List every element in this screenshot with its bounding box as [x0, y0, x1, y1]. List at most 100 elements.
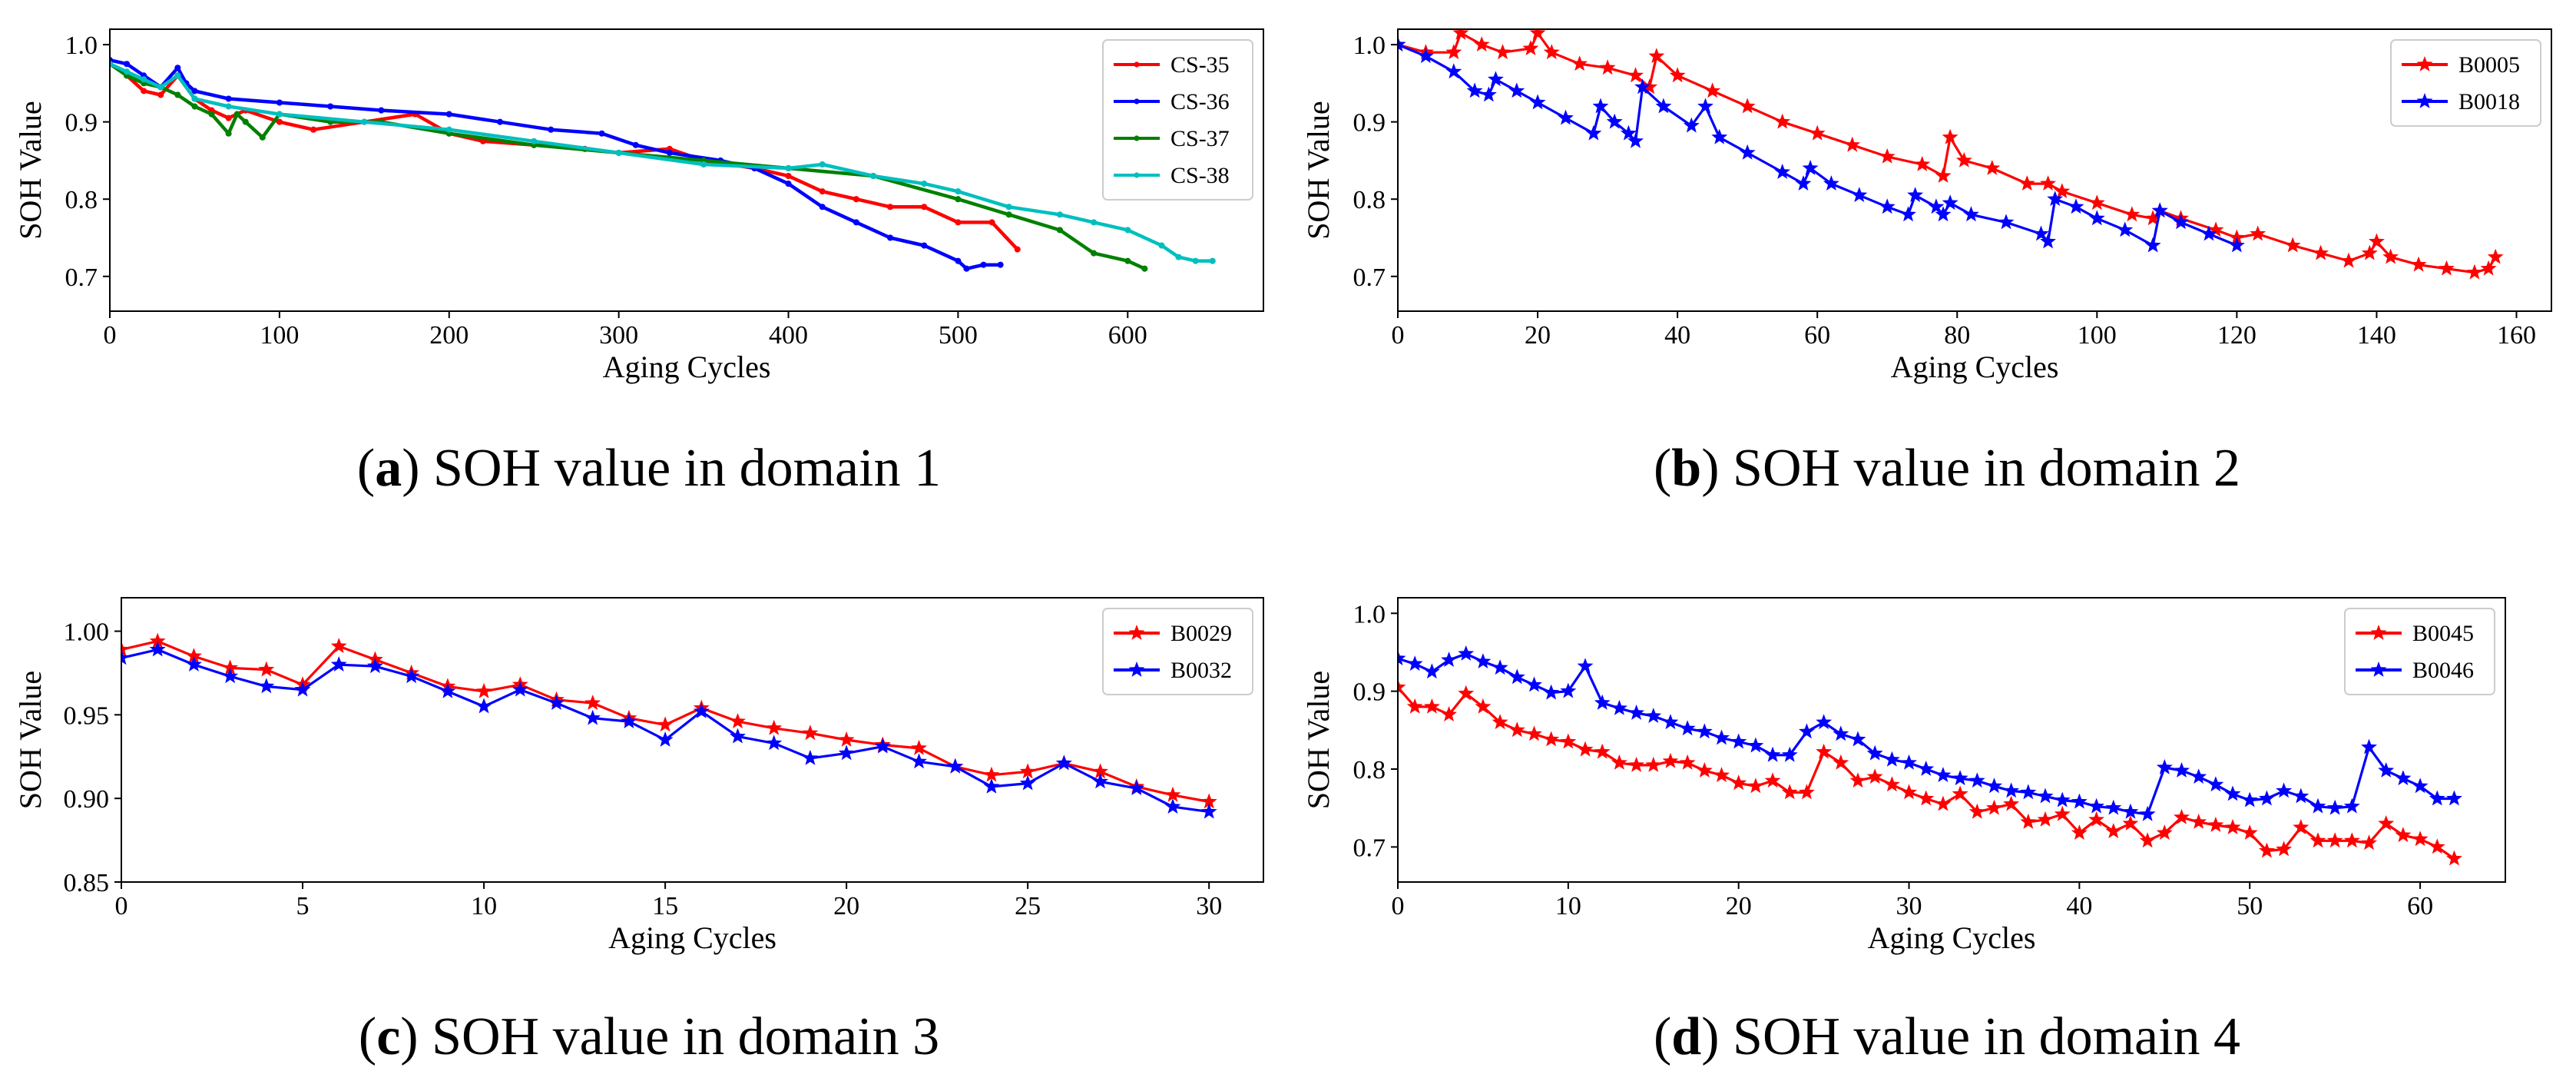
data-point-B0018	[1851, 187, 1868, 203]
y-tick-label: 0.8	[65, 186, 98, 214]
x-tick-label: 120	[2217, 321, 2256, 350]
data-point-B0005	[1809, 124, 1826, 141]
data-point-CS-38	[1175, 254, 1182, 260]
y-tick-label: 0.7	[65, 264, 98, 292]
data-point-B0045	[1730, 774, 1747, 791]
data-point-B0046	[2020, 784, 2037, 800]
y-tick-label: 0.9	[1353, 109, 1386, 138]
data-point-CS-37	[208, 111, 215, 118]
data-point-B0032	[802, 749, 819, 765]
data-point-B0018	[2040, 233, 2056, 249]
data-point-CS-38	[700, 161, 707, 168]
data-point-B0032	[330, 656, 347, 672]
x-tick-label: 40	[1664, 321, 1690, 350]
data-point-B0005	[2487, 248, 2504, 264]
data-point-B0005	[1935, 167, 1952, 183]
data-point-B0032	[1019, 774, 1036, 791]
data-point-B0005	[1984, 160, 2001, 175]
data-point-CS-38	[1192, 257, 1199, 264]
data-point-B0018	[1620, 124, 1637, 141]
data-point-B0032	[584, 709, 601, 725]
data-point-B0045	[1594, 743, 1611, 759]
data-point-B0045	[1901, 784, 1917, 800]
legend: B0029 B0032	[1102, 608, 1253, 695]
plot-frame	[109, 28, 1264, 312]
data-point-B0018	[2200, 225, 2217, 241]
data-point-B0029	[766, 719, 783, 735]
data-point-B0005	[2340, 252, 2357, 268]
data-point-B0046	[1423, 663, 1440, 679]
data-point-CS-35	[310, 126, 317, 133]
data-point-B0029	[475, 682, 492, 698]
data-point-B0045	[1526, 725, 1542, 741]
y-tick-label: 0.85	[64, 869, 110, 897]
plot-frame	[1397, 28, 2552, 312]
data-point-B0045	[2446, 850, 2462, 866]
data-point-CS-38	[531, 138, 538, 144]
data-point-B0045	[2224, 819, 2241, 834]
data-point-B0045	[2054, 805, 2071, 821]
data-point-B0045	[2003, 795, 2020, 811]
data-point-B0045	[1398, 678, 1406, 695]
data-point-CS-36	[548, 126, 555, 133]
data-point-B0032	[621, 713, 637, 728]
x-tick-label: 25	[1015, 892, 1041, 920]
data-point-B0045	[1458, 685, 1475, 701]
data-point-B0045	[1560, 733, 1577, 749]
data-point-B0046	[1952, 770, 1968, 786]
data-point-B0046	[1492, 659, 1508, 675]
data-point-B0046	[1833, 725, 1849, 741]
data-point-B0046	[2361, 738, 2377, 754]
data-point-B0046	[1747, 737, 1764, 753]
data-point-B0045	[2309, 832, 2326, 848]
x-tick-label: 100	[260, 321, 299, 350]
legend-marker-B0029	[1128, 625, 1145, 640]
data-point-CS-38	[869, 172, 877, 180]
data-point-B0018	[1697, 98, 1713, 114]
data-point-B0046	[2343, 798, 2360, 814]
series-B0046	[1398, 645, 2462, 821]
data-point-B0045	[2259, 842, 2275, 858]
data-point-CS-35	[1014, 246, 1021, 253]
data-point-B0005	[1669, 67, 1686, 83]
data-point-B0029	[983, 766, 1000, 782]
x-tick-label: 30	[1196, 892, 1222, 920]
data-point-B0032	[294, 681, 311, 697]
x-axis-label: Aging Cycles	[1891, 350, 2059, 384]
data-point-B0029	[222, 659, 239, 675]
series-B0018	[1398, 36, 2245, 253]
data-point-B0005	[2410, 256, 2427, 272]
data-point-CS-36	[666, 149, 673, 156]
data-point-B0045	[2071, 824, 2088, 840]
data-point-B0032	[838, 744, 855, 761]
series-CS-35	[110, 61, 1021, 253]
y-tick-label: 1.00	[64, 618, 110, 647]
legend-marker-B0046	[2370, 662, 2387, 677]
data-point-B0046	[1526, 676, 1542, 692]
data-point-B0032	[1055, 754, 1072, 771]
data-point-B0046	[1406, 655, 1423, 672]
data-point-B0045	[2241, 824, 2258, 840]
data-point-B0005	[1452, 29, 1469, 40]
data-point-B0045	[1866, 768, 1883, 784]
data-point-B0046	[2207, 776, 2224, 792]
x-tick-label: 0	[1392, 892, 1405, 920]
data-point-B0046	[2378, 762, 2395, 778]
data-point-B0018	[2047, 191, 2064, 207]
data-point-B0046	[1799, 723, 1815, 739]
data-point-B0032	[475, 698, 492, 714]
x-tick-label: 500	[939, 321, 978, 350]
data-point-CS-37	[259, 134, 266, 141]
data-point-B0032	[149, 641, 166, 657]
data-point-CS-38	[1158, 242, 1165, 249]
data-point-B0005	[1879, 148, 1896, 164]
series-line-CS-36	[110, 58, 1001, 270]
data-point-CS-36	[598, 130, 605, 137]
data-point-B0046	[2259, 790, 2275, 806]
data-point-CS-36	[785, 181, 792, 187]
data-point-B0046	[1560, 682, 1577, 698]
data-point-B0046	[2156, 759, 2173, 774]
data-point-CS-35	[819, 188, 826, 195]
data-point-CS-38	[124, 68, 131, 75]
